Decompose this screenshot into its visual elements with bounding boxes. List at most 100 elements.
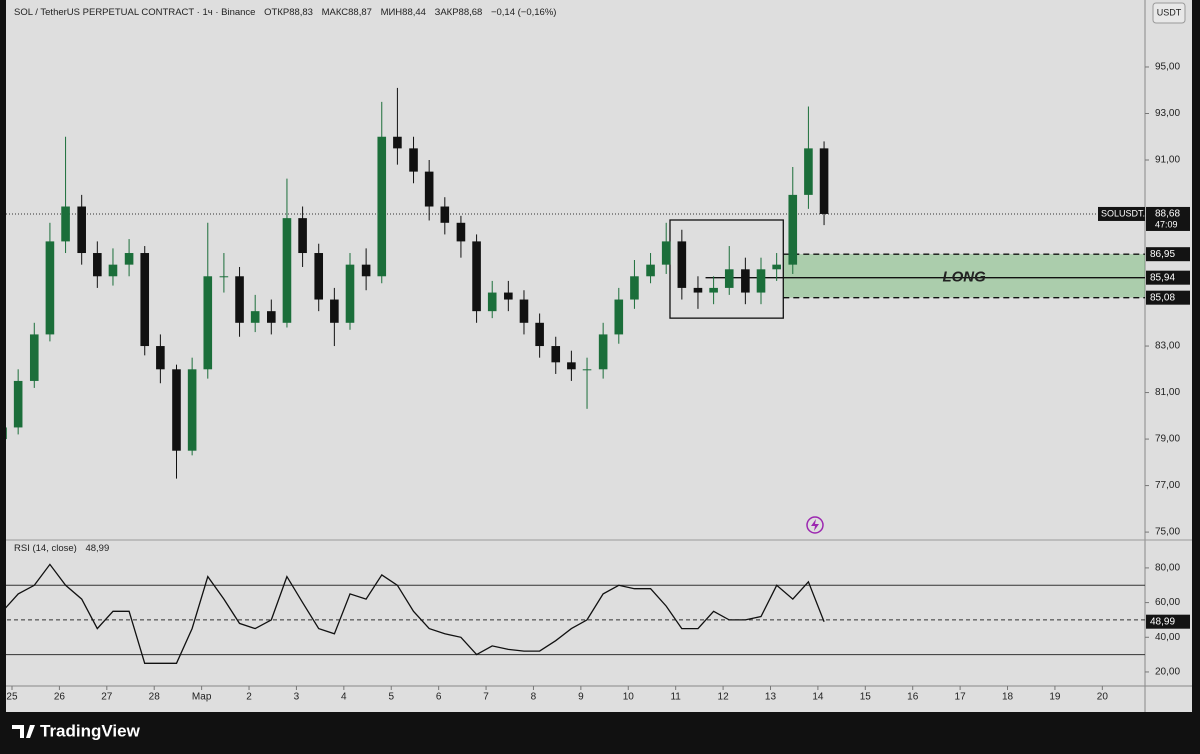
candle-body [187,369,197,451]
rsi-y-tick-label: 20,00 [1155,667,1180,678]
y-tick-label: 91,00 [1155,155,1180,166]
candle-body [646,264,655,277]
candle-body [741,269,750,293]
rsi-legend: RSI (14, close) 48,99 [14,543,109,554]
candle-body [788,194,798,265]
candle-body [630,276,639,300]
last-price-badge-bg [1146,206,1190,231]
x-tick-label: 10 [623,692,635,703]
candle-body [614,299,624,335]
candle-body [29,334,39,381]
y-tick-label: 95,00 [1155,62,1180,73]
x-tick-label: 9 [578,692,584,703]
rsi-last: 48,99 [85,543,109,554]
candle-body [124,253,134,265]
x-tick-label: 16 [907,692,919,703]
y-tick-label: 79,00 [1155,434,1180,445]
rsi-y-tick-label: 60,00 [1155,597,1180,608]
zone-label: LONG [942,269,986,286]
y-tick-label: 93,00 [1155,108,1180,119]
last-price-badge: 88,68 [1155,209,1180,220]
candle-body [567,362,576,370]
candle-body [424,171,434,207]
candle-body [140,253,150,347]
rsi-badge: 48,99 [1150,616,1175,627]
candle-body [709,287,718,293]
candle-body [519,299,529,323]
x-tick-label: 15 [860,692,872,703]
candle-body [551,346,561,363]
candle-body [440,206,450,223]
x-tick-label: 25 [6,692,18,703]
zone-mid-badge-bg [1146,270,1190,285]
candle-body [282,218,292,323]
candle-body [108,264,118,277]
x-tick-label: 4 [341,692,347,703]
x-tick-label: 27 [101,692,113,703]
candle-body [804,148,813,195]
x-tick-label: 19 [1049,692,1061,703]
rsi-pane [6,563,1145,664]
x-tick-label: 14 [812,692,824,703]
y-tick-label: 77,00 [1155,480,1180,491]
x-tick-label: 13 [765,692,777,703]
low-value: МИН88,44 [381,7,426,18]
candle-body [677,241,687,288]
zone-top-badge: 86,95 [1150,249,1175,260]
rsi-badge-bg [1146,614,1190,629]
x-tick-label: 8 [531,692,537,703]
candle-body [772,264,781,270]
x-tick-label: 2 [246,692,252,703]
x-tick-label: 28 [149,692,161,703]
x-tick-label: 5 [388,692,394,703]
candle-body [156,346,165,370]
change-value: −0,14 (−0,16%) [491,7,557,18]
candle-body [756,269,766,293]
candle-body [330,299,339,323]
brand: TradingView [40,721,141,740]
candle-body [393,136,402,149]
currency[interactable]: USDT [1157,7,1182,17]
x-tick-label: 26 [54,692,66,703]
price-pane [6,87,1145,479]
rsi-title: RSI (14, close) [14,543,77,554]
candle-body [93,253,102,277]
candle-body [45,241,55,335]
x-tick-label: 20 [1097,692,1109,703]
candle-body [819,148,829,214]
candle-body [661,241,671,265]
candle-body [361,264,371,277]
overlay: 75,00 77,00 79,00 81,00 83,00 91,00 93,00 95,00… [6,62,1190,703]
symbol-title: SOL / TetherUS PERPETUAL CONTRACT · 1ч ·… [14,7,255,18]
range-box [669,219,784,319]
symbol-badge: SOLUSDT.P [1101,208,1151,218]
candle-body [250,311,260,323]
candle-body [13,380,23,428]
y-tick-label: 83,00 [1155,341,1180,352]
x-tick-label: 11 [670,692,681,703]
candle-body [535,322,544,347]
candle-body [598,334,608,370]
header: SOL / TetherUS PERPETUAL CONTRACT · 1ч ·… [14,7,556,18]
candle-body [582,369,592,371]
candle-body [219,276,229,278]
rsi-y-tick-label: 40,00 [1155,632,1180,643]
candle-body [298,218,307,254]
alert-icon[interactable] [806,516,824,534]
candle-body [377,136,387,277]
candle-body [267,311,276,323]
candle-body [456,222,466,242]
candle-body [472,241,481,312]
zone-bottom-badge-bg [1146,290,1190,305]
long-zone [783,254,1145,298]
currency-button[interactable] [1152,2,1186,24]
candle-body [77,206,86,254]
candle-body [409,148,418,172]
x-tick-label: 7 [483,692,489,703]
high-value: МАКС88,87 [322,7,372,18]
x-tick-label: 12 [718,692,730,703]
zone-top-badge-bg [1146,247,1190,262]
y-tick-label: 81,00 [1155,387,1180,398]
x-tick-label: Мар [192,692,212,703]
